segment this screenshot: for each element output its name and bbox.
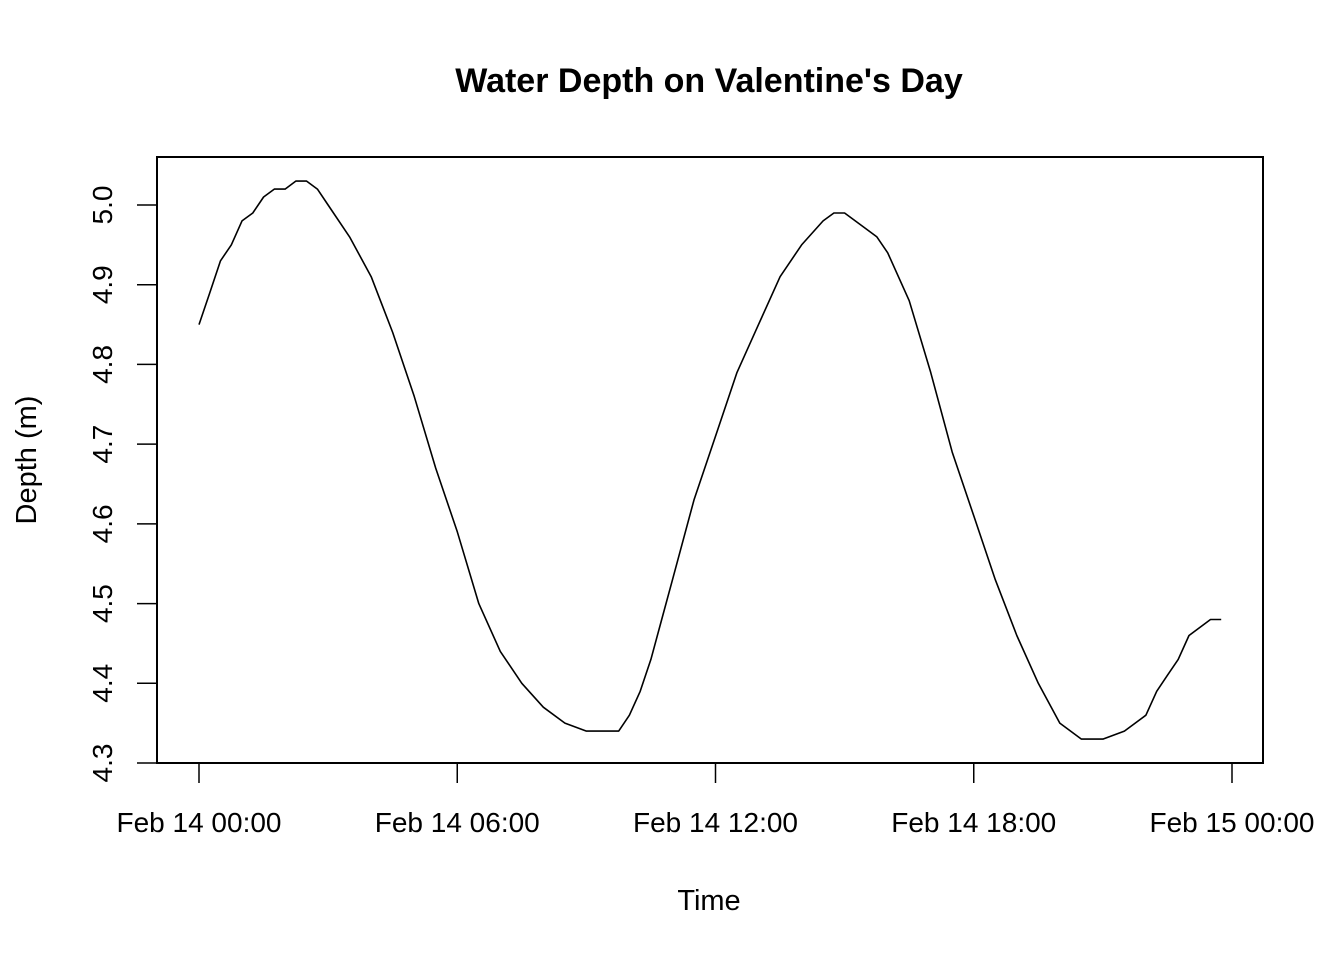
chart-title: Water Depth on Valentine's Day <box>455 62 963 100</box>
y-tick-label: 4.7 <box>87 425 118 464</box>
y-tick-label: 4.3 <box>87 744 118 783</box>
y-tick-label: 4.4 <box>87 664 118 703</box>
x-tick-label: Feb 14 00:00 <box>116 807 281 838</box>
x-tick-label: Feb 14 18:00 <box>891 807 1056 838</box>
y-axis-label: Depth (m) <box>11 396 43 525</box>
x-axis: Feb 14 00:00 Feb 14 06:00 Feb 14 12:00 Feb … <box>116 762 1315 838</box>
x-tick-label: Feb 14 06:00 <box>375 807 540 838</box>
y-tick-label: 4.5 <box>87 584 118 623</box>
y-tick-label: 4.8 <box>87 345 118 384</box>
y-tick-label: 4.6 <box>87 504 118 543</box>
y-axis: 4.3 4.4 4.5 4.6 4.7 4.8 4.9 5.0 <box>87 186 158 783</box>
depth-series-line <box>198 180 1222 740</box>
x-tick-label: Feb 15 00:00 <box>1149 807 1314 838</box>
x-tick-label: Feb 14 12:00 <box>633 807 798 838</box>
y-tick-label: 5.0 <box>87 186 118 225</box>
x-axis-label: Time <box>677 885 740 917</box>
plot-frame <box>156 156 1264 764</box>
y-tick-label: 4.9 <box>87 265 118 304</box>
